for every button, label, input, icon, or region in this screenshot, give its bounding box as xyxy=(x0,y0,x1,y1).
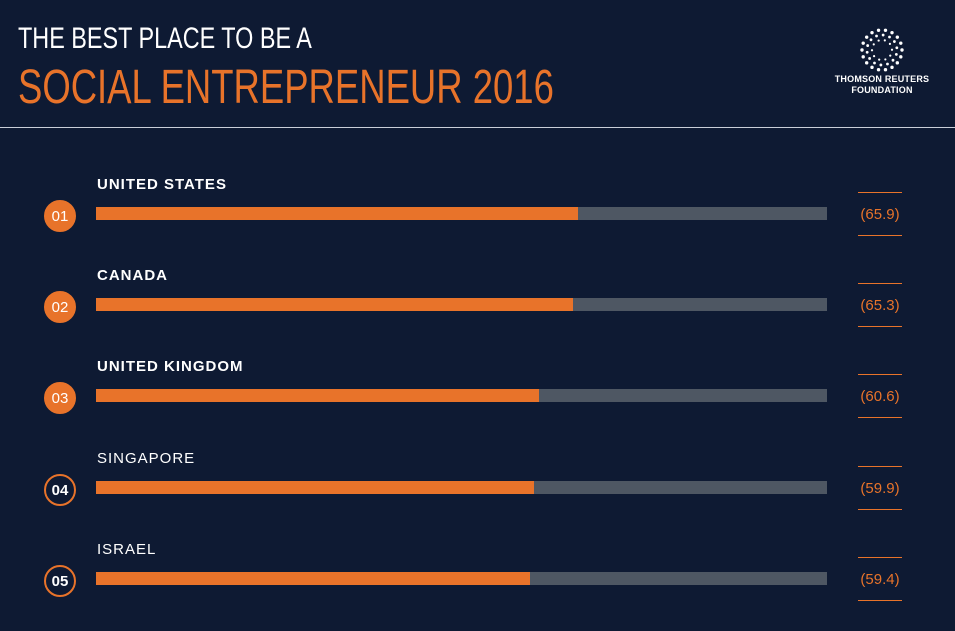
bar-fill xyxy=(96,572,530,585)
logo-dot xyxy=(870,30,874,35)
country-label: CANADA xyxy=(97,267,168,284)
logo-dot xyxy=(861,41,865,45)
logo-text-line1: THOMSON REUTERS xyxy=(834,74,930,84)
bar-track xyxy=(96,207,827,220)
chart-row: 02 CANADA (65.3) xyxy=(0,267,955,357)
logo-dot xyxy=(899,55,903,59)
bar-track xyxy=(96,298,827,311)
logo-dot xyxy=(864,35,869,39)
logo-dot xyxy=(895,46,899,50)
score-label: (65.9) xyxy=(858,192,902,236)
logo-dot xyxy=(891,58,895,62)
bar-fill xyxy=(96,389,539,402)
logo-dot xyxy=(888,42,892,45)
logo-dot xyxy=(893,40,896,43)
score-label: (59.4) xyxy=(858,557,902,601)
chart-row: 05 ISRAEL (59.4) xyxy=(0,541,955,631)
logo-dot xyxy=(866,44,870,47)
score-label: (60.6) xyxy=(858,374,902,418)
rank-badge: 05 xyxy=(44,565,76,597)
chart-row: 04 SINGAPORE (59.9) xyxy=(0,450,955,540)
rank-badge: 04 xyxy=(44,474,76,506)
bar-track xyxy=(96,572,827,585)
logo-dot xyxy=(875,34,878,38)
bar-track xyxy=(96,389,827,402)
logo-dot xyxy=(873,61,876,65)
logo-dot xyxy=(870,49,874,52)
title-line-2: SOCIAL ENTREPRENEUR 2016 xyxy=(18,61,554,114)
country-label: UNITED KINGDOM xyxy=(97,358,244,375)
chart-row: 03 UNITED KINGDOM (60.6) xyxy=(0,358,955,448)
logo-dot xyxy=(860,48,864,52)
bar-fill xyxy=(96,298,573,311)
logo-dot xyxy=(864,61,869,65)
logo-dot xyxy=(889,54,892,57)
logo-dot xyxy=(895,35,900,39)
logo-dot xyxy=(894,53,898,56)
logo-dot xyxy=(879,63,883,67)
country-label: ISRAEL xyxy=(97,541,157,558)
logo-dot xyxy=(872,43,875,46)
rank-badge: 02 xyxy=(44,291,76,323)
logo-dot xyxy=(870,65,874,70)
country-label: UNITED STATES xyxy=(97,176,227,193)
logo-dot xyxy=(872,55,876,58)
logo-dot xyxy=(861,55,865,59)
thomson-reuters-logo-icon xyxy=(860,28,904,72)
logo-dot xyxy=(895,61,900,65)
score-label: (59.9) xyxy=(858,466,902,510)
bar-track xyxy=(96,481,827,494)
country-label: SINGAPORE xyxy=(97,450,196,467)
logo-dot xyxy=(881,33,885,37)
logo-dot xyxy=(899,41,903,45)
bar-fill xyxy=(96,207,578,220)
logo-dot xyxy=(878,58,881,61)
logo-dot xyxy=(876,28,881,32)
logo-dot xyxy=(868,57,871,60)
rank-badge: 01 xyxy=(44,200,76,232)
logo-text-line2: FOUNDATION xyxy=(851,85,913,95)
logo-dot xyxy=(890,30,894,35)
logo-dot xyxy=(886,62,889,66)
logo-dot xyxy=(883,39,886,42)
score-label: (65.3) xyxy=(858,283,902,327)
logo-dot xyxy=(888,35,891,39)
chart-row: 01 UNITED STATES (65.9) xyxy=(0,176,955,266)
logo-dot xyxy=(884,58,887,61)
logo-dot xyxy=(865,50,869,54)
logo-dot xyxy=(900,48,904,52)
header-divider xyxy=(0,127,955,128)
logo-dot xyxy=(876,68,881,72)
logo-dot xyxy=(890,48,894,51)
bar-fill xyxy=(96,481,534,494)
logo-dot xyxy=(877,39,880,42)
logo-dot xyxy=(890,65,894,70)
logo-dot xyxy=(869,38,873,42)
thomson-reuters-logo: THOMSON REUTERS FOUNDATION xyxy=(826,28,938,96)
logo-dot xyxy=(883,28,888,32)
title-line-1: THE BEST PLACE TO BE A xyxy=(18,22,312,55)
logo-dot xyxy=(883,68,888,72)
rank-badge: 03 xyxy=(44,382,76,414)
